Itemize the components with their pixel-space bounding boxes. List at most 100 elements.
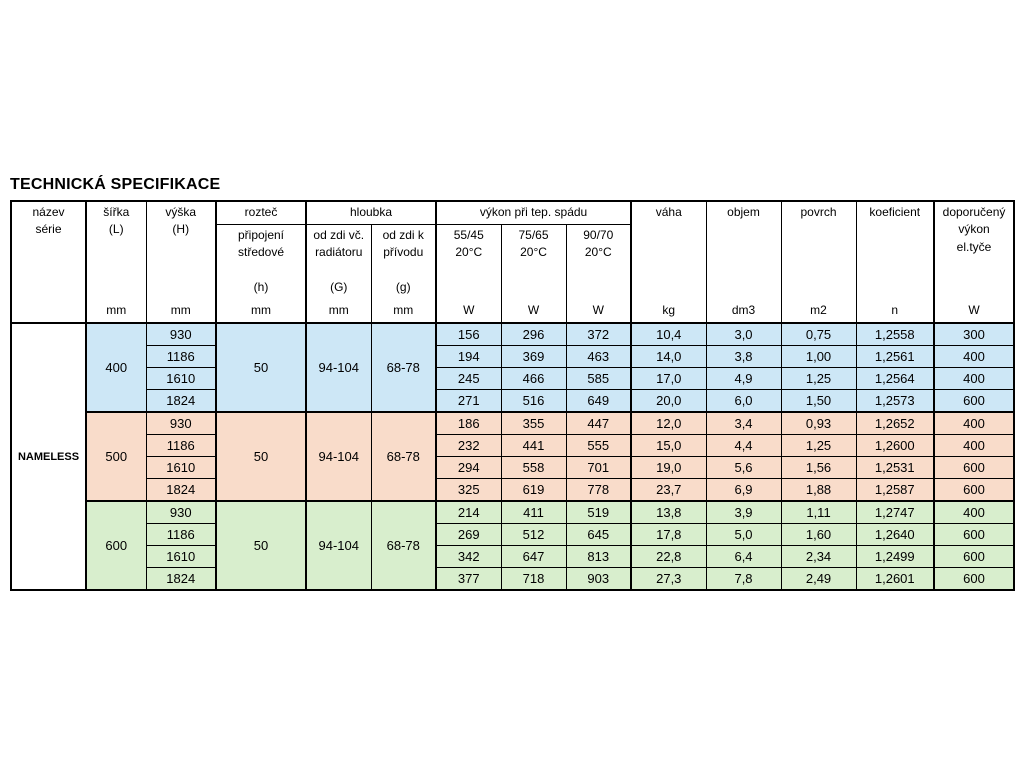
header-recommended: doporučený výkon el.tyče	[933, 201, 1015, 297]
p9070-value: 701	[565, 456, 632, 479]
rec-value: 400	[933, 345, 1015, 368]
pitch-value: 50	[215, 322, 306, 412]
weight-value: 19,0	[630, 456, 707, 479]
p9070-value: 447	[565, 411, 632, 435]
height-value: 1824	[145, 478, 216, 501]
coeff-value: 1,2652	[855, 411, 935, 435]
volume-value: 5,6	[705, 456, 782, 479]
width-value: 500	[85, 411, 146, 501]
p7565-value: 369	[500, 345, 567, 368]
page-title: TECHNICKÁ SPECIFIKACE	[10, 176, 221, 193]
header-width: šířka (L)	[85, 201, 146, 297]
weight-value: 22,8	[630, 545, 707, 568]
volume-value: 4,4	[705, 434, 782, 457]
table-row: 1186 194 369 463 14,0 3,8 1,00 1,2561 400	[11, 345, 1015, 368]
height-value: 1186	[145, 434, 216, 457]
p5545-value: 186	[435, 411, 502, 435]
height-value: 930	[145, 322, 216, 346]
header-series: název série	[32, 205, 65, 237]
table-row: 1824 377 718 903 27,3 7,8 2,49 1,2601 600	[11, 567, 1015, 590]
header-power-7565: 75/65 20°C	[500, 224, 567, 297]
series-name: NAMELESS	[11, 322, 86, 590]
p9070-value: 555	[565, 434, 632, 457]
p5545-value: 342	[435, 545, 502, 568]
coeff-value: 1,2573	[855, 389, 935, 412]
table-row: 1610 342 647 813 22,8 6,4 2,34 1,2499 600	[11, 545, 1015, 568]
weight-value: 15,0	[630, 434, 707, 457]
p5545-value: 245	[435, 367, 502, 390]
weight-value: 10,4	[630, 322, 707, 346]
weight-value: 20,0	[630, 389, 707, 412]
weight-value: 14,0	[630, 345, 707, 368]
unit-pitch: mm	[215, 297, 306, 324]
height-value: 1610	[145, 545, 216, 568]
unit-depth-supply: mm	[370, 297, 437, 324]
p5545-value: 271	[435, 389, 502, 412]
volume-value: 6,9	[705, 478, 782, 501]
rec-value: 600	[933, 389, 1015, 412]
p9070-value: 778	[565, 478, 632, 501]
header-power-9070: 90/70 20°C	[565, 224, 632, 297]
table-row: 1824 325 619 778 23,7 6,9 1,88 1,2587 600	[11, 478, 1015, 501]
header-surface: povrch	[780, 201, 857, 297]
depth-radiator-value: 94-104	[305, 411, 371, 501]
p7565-value: 558	[500, 456, 567, 479]
volume-value: 3,4	[705, 411, 782, 435]
p9070-value: 372	[565, 322, 632, 346]
table-header: název série šířka (L) výška (H) rozteč h…	[11, 201, 1015, 324]
unit-volume: dm3	[705, 297, 782, 324]
header-row-units: mm mm mm mm mm W W W kg dm3 m2 n W	[11, 297, 1015, 324]
volume-value: 6,0	[705, 389, 782, 412]
p5545-value: 194	[435, 345, 502, 368]
p5545-value: 156	[435, 322, 502, 346]
weight-value: 23,7	[630, 478, 707, 501]
rec-value: 400	[933, 434, 1015, 457]
table-row: 1610 294 558 701 19,0 5,6 1,56 1,2531 600	[11, 456, 1015, 479]
unit-recommended: W	[933, 297, 1015, 324]
p5545-value: 377	[435, 567, 502, 590]
unit-width: mm	[85, 297, 146, 324]
weight-value: 27,3	[630, 567, 707, 590]
rec-value: 300	[933, 322, 1015, 346]
p5545-value: 325	[435, 478, 502, 501]
unit-coefficient: n	[855, 297, 935, 324]
header-depth-radiator: od zdi vč. radiátoru (G)	[305, 224, 371, 297]
rec-value: 400	[933, 500, 1015, 524]
rec-value: 600	[933, 567, 1015, 590]
weight-value: 17,0	[630, 367, 707, 390]
surface-value: 1,25	[780, 434, 857, 457]
p7565-value: 516	[500, 389, 567, 412]
coeff-value: 1,2640	[855, 523, 935, 546]
header-pitch-sub: připojení středové (h)	[215, 224, 306, 297]
coeff-value: 1,2747	[855, 500, 935, 524]
surface-value: 2,49	[780, 567, 857, 590]
header-row-top: název série šířka (L) výška (H) rozteč h…	[11, 201, 1015, 297]
surface-value: 1,50	[780, 389, 857, 412]
p7565-value: 466	[500, 367, 567, 390]
coeff-value: 1,2587	[855, 478, 935, 501]
table-row: 1186 269 512 645 17,8 5,0 1,60 1,2640 600	[11, 523, 1015, 546]
table-body: NAMELESS 400 930 50 94-104 68-78 156 296 372 10,4…	[11, 322, 1015, 590]
coeff-value: 1,2600	[855, 434, 935, 457]
table-row: 500 930 50 94-104 68-78 186 355 447 12,0 3,4 0,93 1…	[11, 411, 1015, 501]
weight-value: 17,8	[630, 523, 707, 546]
header-depth: hloubka	[304, 201, 437, 225]
coeff-value: 1,2601	[855, 567, 935, 590]
surface-value: 0,93	[780, 411, 857, 435]
p7565-value: 411	[500, 500, 567, 524]
header-weight: váha	[630, 201, 707, 297]
rec-value: 600	[933, 545, 1015, 568]
coeff-value: 1,2531	[855, 456, 935, 479]
header-coefficient: koeficient	[855, 201, 935, 297]
p7565-value: 441	[500, 434, 567, 457]
surface-value: 1,88	[780, 478, 857, 501]
p7565-value: 355	[500, 411, 567, 435]
surface-value: 1,60	[780, 523, 857, 546]
coeff-value: 1,2561	[855, 345, 935, 368]
volume-value: 3,9	[705, 500, 782, 524]
p9070-value: 649	[565, 389, 632, 412]
volume-value: 3,8	[705, 345, 782, 368]
p5545-value: 232	[435, 434, 502, 457]
p7565-value: 512	[500, 523, 567, 546]
unit-power-7565: W	[500, 297, 567, 324]
